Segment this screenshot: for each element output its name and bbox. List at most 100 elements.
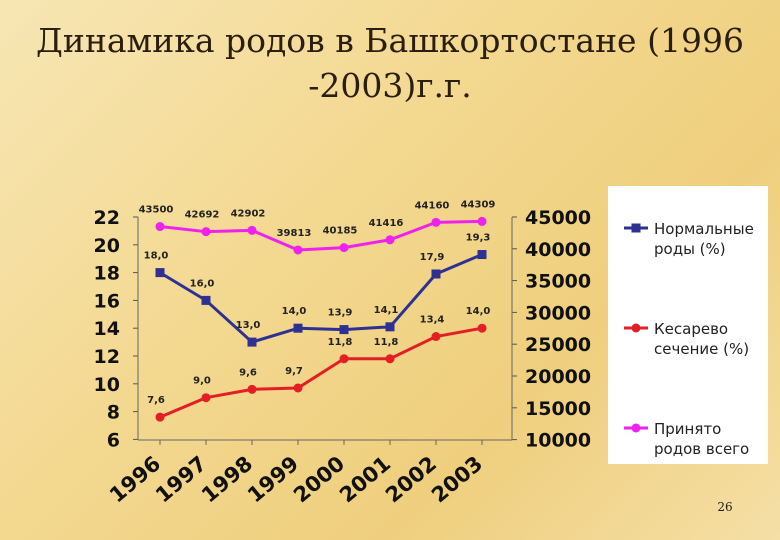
- data-label: 9,7: [285, 366, 303, 377]
- right-tick-label: 15000: [525, 398, 591, 420]
- x-tick-label: 2001: [335, 451, 395, 507]
- left-tick-label: 16: [94, 290, 120, 312]
- right-tick-label: 35000: [525, 271, 591, 293]
- data-point-square: [201, 295, 211, 305]
- legend-label-line-2: родов всего: [654, 440, 749, 458]
- data-label: 14,0: [282, 306, 307, 317]
- x-tick-label: 2003: [427, 451, 487, 507]
- legend-marker: [631, 223, 641, 233]
- data-label: 11,8: [328, 337, 353, 348]
- left-tick-label: 6: [107, 429, 120, 451]
- data-point-square: [155, 268, 165, 278]
- data-label: 43500: [139, 205, 174, 216]
- series-3: 43500 42692 42902 39813 40185 41416 44160 44309: [139, 199, 496, 255]
- left-tick-label: 14: [94, 318, 120, 340]
- data-point: [293, 383, 303, 393]
- data-point: [155, 412, 165, 422]
- data-label: 18,0: [144, 251, 169, 262]
- data-point: [155, 222, 165, 232]
- series-1: 18,0 16,0 13,0 14,0 13,9 14,1 17,9 19,3: [144, 233, 491, 347]
- data-label: 44309: [461, 199, 496, 210]
- series-line: [159, 326, 483, 419]
- series-layer: 18,0 16,0 13,0 14,0 13,9 14,1 17,9 19,3 7,6 9,0 9,…: [139, 199, 496, 422]
- legend-item: Кесарево сечение (%): [624, 320, 749, 358]
- data-label: 39813: [277, 228, 312, 239]
- data-point: [431, 332, 441, 342]
- data-label: 9,0: [193, 376, 211, 387]
- legend-items: Нормальные роды (%) Кесарево сечение (%) При…: [624, 220, 754, 458]
- x-tick-label: 1996: [105, 451, 165, 507]
- series-line: [159, 253, 483, 344]
- data-point: [431, 217, 441, 227]
- left-tick-label: 12: [94, 346, 120, 368]
- x-tick-label: 2000: [289, 451, 349, 507]
- data-point: [201, 227, 211, 237]
- data-label: 11,8: [374, 337, 399, 348]
- legend-label-line-2: роды (%): [654, 240, 726, 258]
- axes: [137, 217, 513, 441]
- legend-label-line-1: Принято: [654, 420, 721, 438]
- data-label: 7,6: [147, 395, 165, 406]
- data-point-square: [385, 322, 395, 332]
- legend-label-line-1: Кесарево: [654, 320, 728, 338]
- data-point-square: [431, 269, 441, 279]
- legend-marker: [631, 323, 641, 333]
- left-tick-label: 10: [94, 374, 120, 396]
- data-label: 19,3: [466, 233, 491, 244]
- data-label: 14,1: [374, 305, 399, 316]
- page-number: 26: [717, 500, 733, 514]
- left-axis-ticks: 22 20 18 16 14 12 10 8 6: [94, 207, 138, 451]
- legend-label-line-1: Нормальные: [654, 220, 754, 238]
- data-point-square: [477, 250, 487, 260]
- data-label: 17,9: [420, 252, 445, 263]
- legend-item: Принято родов всего: [624, 420, 749, 458]
- data-point: [247, 384, 257, 394]
- data-point: [477, 323, 487, 333]
- data-label: 13,9: [328, 308, 353, 319]
- left-tick-label: 18: [94, 263, 120, 285]
- x-tick-label: 1997: [151, 451, 211, 507]
- x-tick-label: 2002: [381, 451, 441, 507]
- data-label: 44160: [415, 200, 450, 211]
- data-label: 13,4: [420, 315, 445, 326]
- data-point-square: [247, 337, 257, 347]
- data-point-square: [339, 325, 349, 335]
- data-point: [201, 393, 211, 403]
- data-point: [385, 354, 395, 364]
- right-tick-label: 20000: [525, 366, 591, 388]
- x-tick-label: 1999: [243, 451, 303, 507]
- data-point: [247, 225, 257, 235]
- series-2: 7,6 9,0 9,6 9,7 11,8 11,8 13,4 14,0: [147, 306, 491, 422]
- data-label: 14,0: [466, 306, 491, 317]
- legend: Нормальные роды (%) Кесарево сечение (%) При…: [608, 186, 768, 464]
- right-tick-label: 45000: [525, 207, 591, 229]
- slide-title: Динамика родов в Башкортостане (1996 -20…: [36, 21, 744, 105]
- legend-label-line-2: сечение (%): [654, 340, 749, 358]
- right-tick-label: 25000: [525, 334, 591, 356]
- left-tick-label: 8: [107, 402, 120, 424]
- right-axis-ticks: 45000 40000 35000 30000 25000 20000 15000 10000: [512, 207, 591, 452]
- legend-item: Нормальные роды (%): [624, 220, 754, 258]
- right-tick-label: 30000: [525, 302, 591, 324]
- data-label: 9,6: [239, 367, 257, 378]
- data-point: [477, 216, 487, 226]
- data-point-square: [293, 323, 303, 333]
- legend-marker: [631, 423, 641, 433]
- data-point: [339, 354, 349, 364]
- series-line: [159, 219, 483, 252]
- data-label: 13,0: [236, 320, 261, 331]
- x-tick-label: 1998: [197, 451, 257, 507]
- left-tick-label: 20: [94, 235, 120, 257]
- data-label: 41416: [369, 218, 404, 229]
- data-point: [339, 243, 349, 253]
- data-label: 42692: [185, 210, 220, 221]
- left-tick-label: 22: [94, 207, 120, 229]
- right-tick-label: 10000: [525, 430, 591, 452]
- right-tick-label: 40000: [525, 239, 591, 261]
- data-point: [293, 245, 303, 255]
- data-label: 16,0: [190, 278, 215, 289]
- data-label: 42902: [231, 208, 266, 219]
- data-label: 40185: [323, 226, 358, 237]
